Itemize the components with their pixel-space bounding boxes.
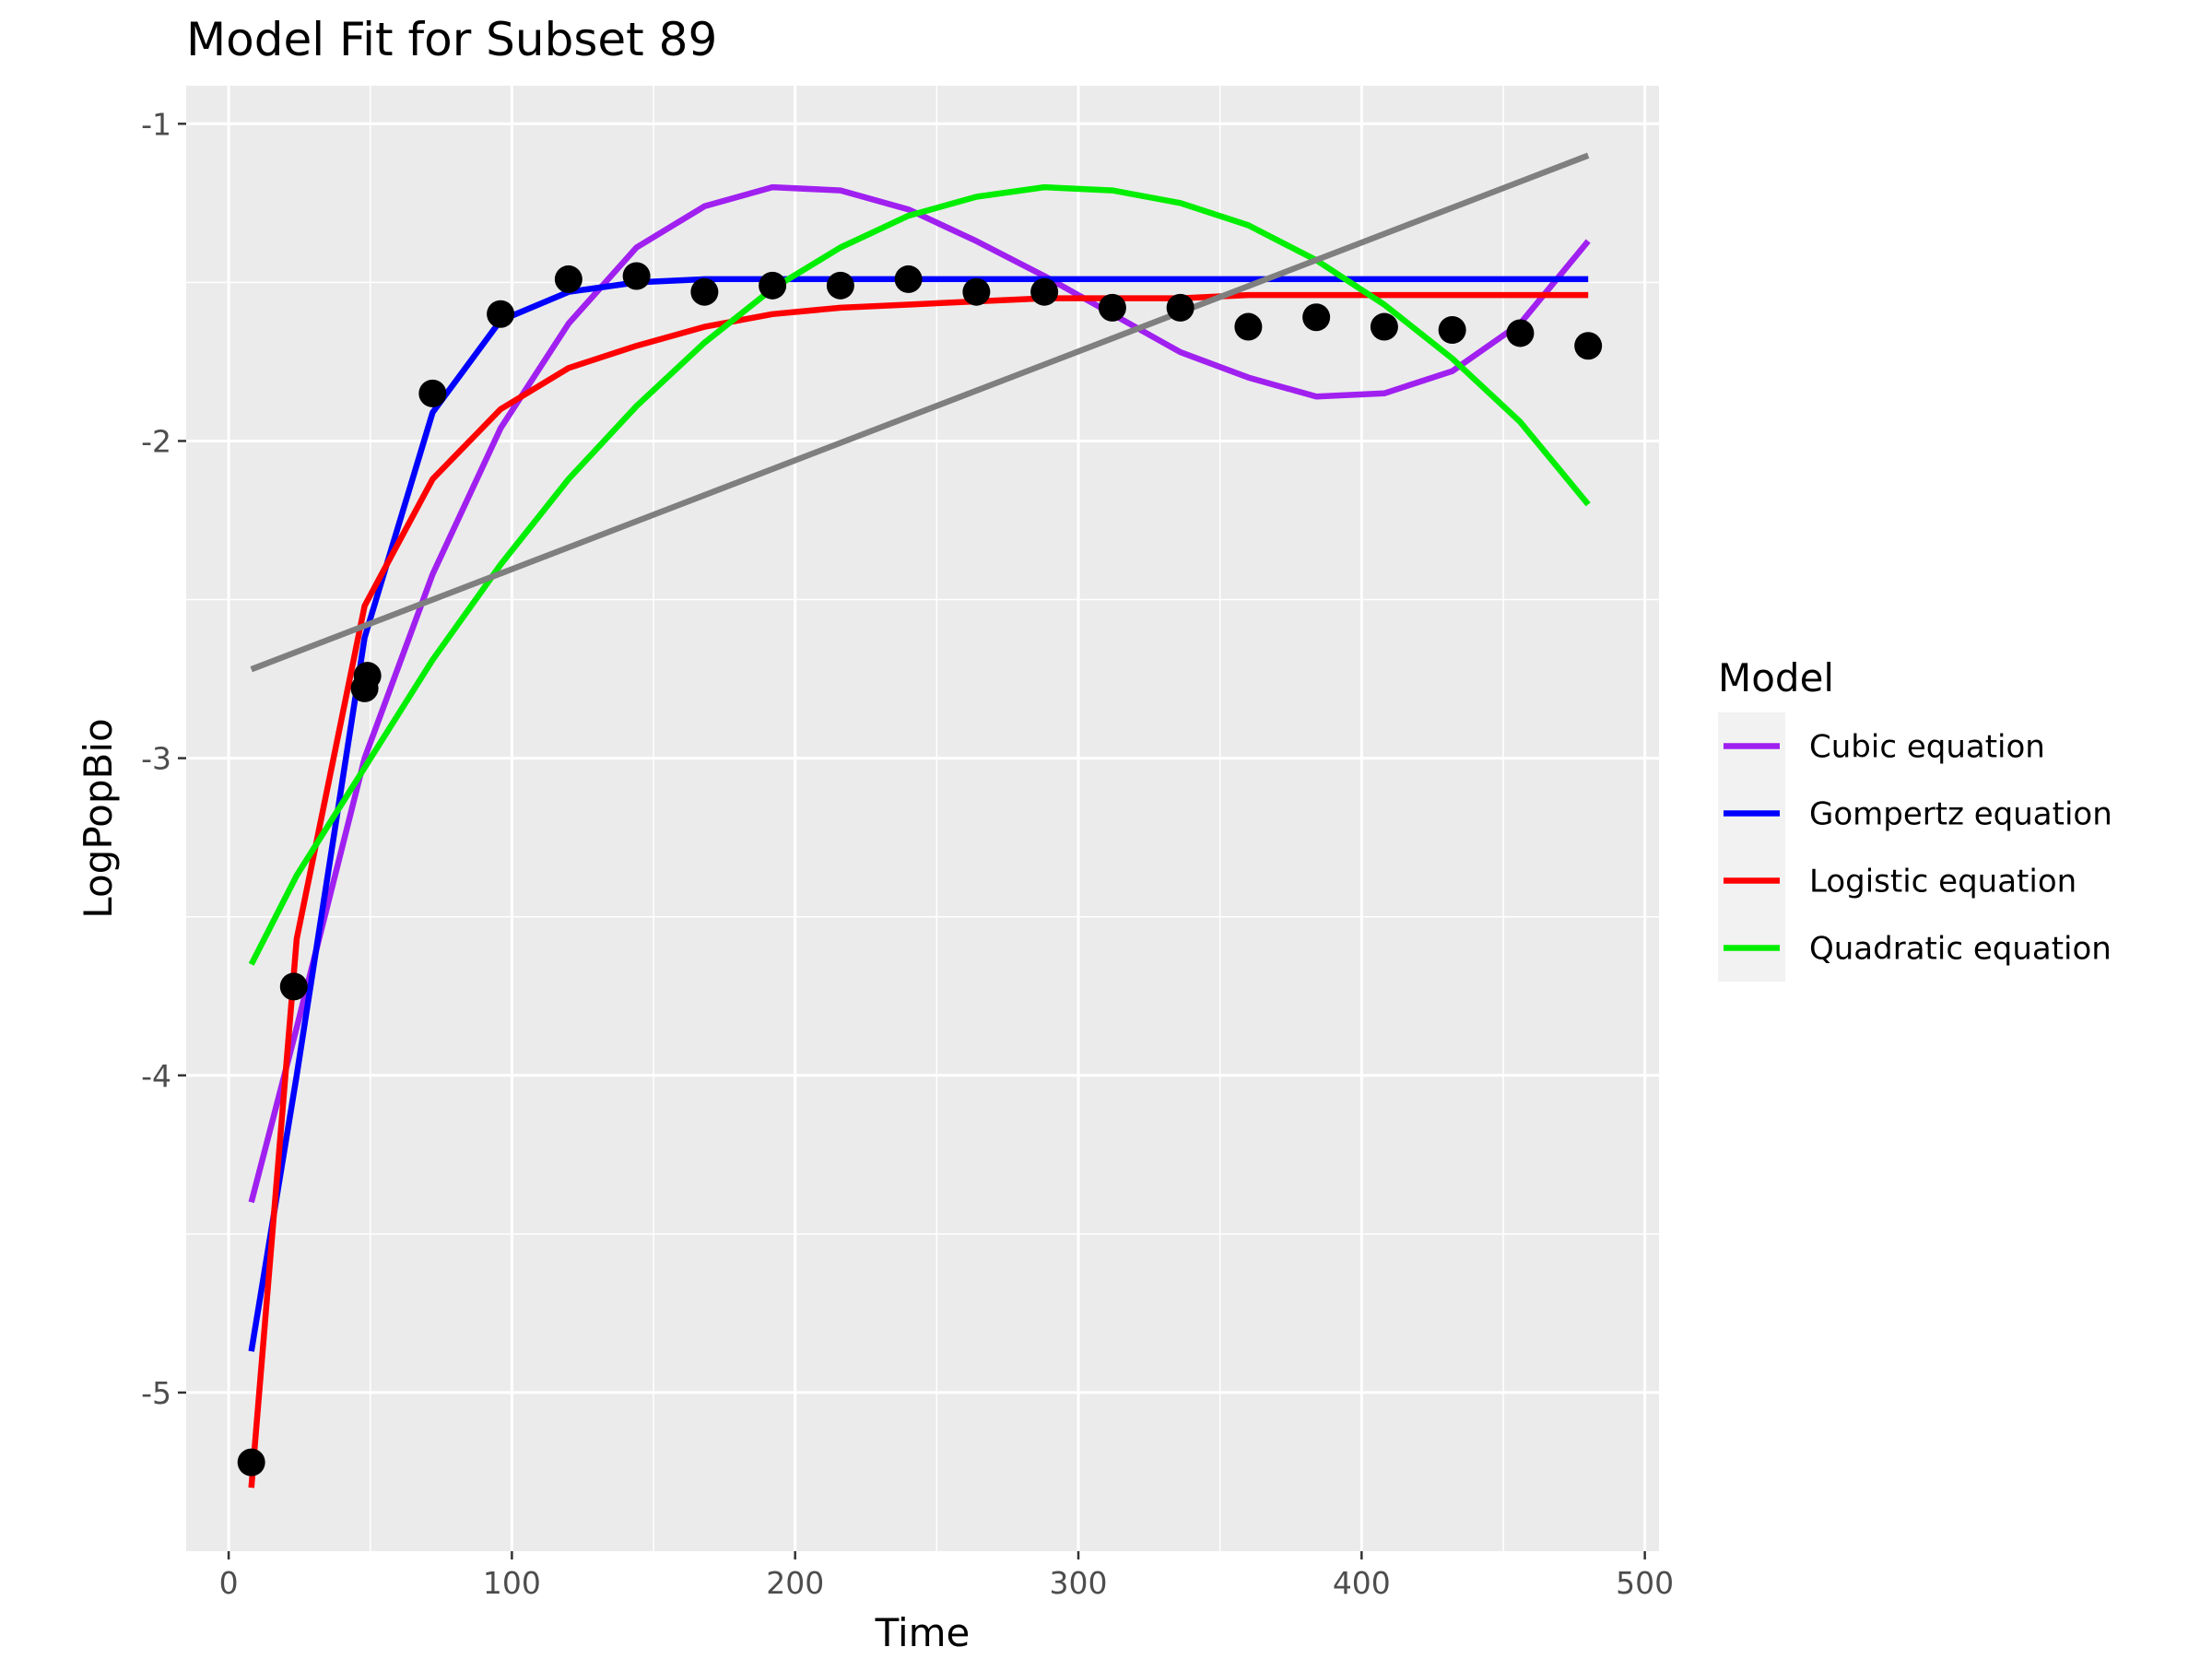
grid-major: [186, 86, 1659, 1551]
data-point: [1166, 293, 1194, 322]
points-layer: [237, 262, 1603, 1477]
data-point: [554, 265, 582, 293]
data-point: [1234, 312, 1263, 341]
x-tick-label: 100: [483, 1565, 541, 1601]
y-axis: -1 -2 -3 -4 -5: [141, 106, 186, 1411]
series-line: [248, 183, 1591, 1204]
x-tick-label: 300: [1050, 1565, 1108, 1601]
data-point: [826, 271, 854, 300]
data-point: [418, 379, 447, 407]
legend-label: Quadratic equation: [1809, 931, 2112, 968]
legend-label: Logistic equation: [1809, 864, 2077, 900]
y-tick-label: -4: [141, 1058, 171, 1094]
data-point: [237, 1448, 265, 1477]
legend-title: Model: [1718, 655, 1834, 700]
x-axis-title: Time: [875, 1610, 971, 1655]
legend-label: Cubic equation: [1809, 729, 2045, 766]
legend-key-background: [1718, 712, 1785, 982]
data-point: [1574, 332, 1603, 360]
y-tick-label: -2: [141, 423, 171, 459]
data-point: [1098, 293, 1126, 322]
data-point: [279, 972, 308, 1001]
x-axis: 0 100 200 300 400 500: [219, 1551, 1674, 1601]
y-tick-label: -1: [141, 106, 171, 142]
x-tick-label: 400: [1333, 1565, 1391, 1601]
chart-title: Model Fit for Subset 89: [186, 13, 717, 66]
data-point: [1030, 277, 1059, 306]
x-tick-label: 0: [219, 1565, 239, 1601]
data-point: [1438, 316, 1466, 344]
y-tick-label: -3: [141, 741, 171, 777]
data-point: [353, 662, 382, 690]
y-tick-label: -5: [141, 1375, 171, 1411]
data-point: [1506, 319, 1535, 347]
data-point: [962, 277, 991, 306]
series-line: [248, 183, 1591, 966]
legend-label: Gompertz equation: [1809, 796, 2112, 833]
data-point: [1302, 303, 1331, 332]
x-tick-label: 200: [766, 1565, 824, 1601]
series-line: [250, 152, 1590, 673]
data-point: [622, 262, 651, 290]
legend: Model Cubic equation Gompertz equation Log…: [1718, 655, 2112, 982]
series-line: [248, 291, 1589, 1488]
data-point: [894, 265, 923, 293]
y-axis-title: LogPopBio: [76, 718, 121, 918]
data-point: [1370, 312, 1398, 341]
data-point: [759, 271, 787, 300]
data-point: [690, 277, 719, 306]
data-point: [487, 300, 515, 328]
x-tick-label: 500: [1616, 1565, 1674, 1601]
